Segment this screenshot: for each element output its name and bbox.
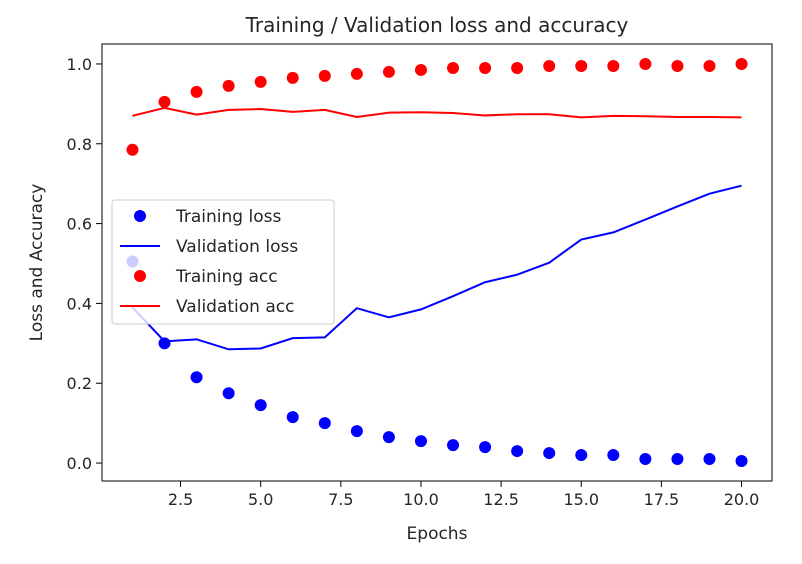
validation-acc-line — [132, 106, 742, 119]
legend-validation-loss-label: Validation loss — [176, 237, 298, 257]
training-acc-point — [318, 69, 331, 82]
y-tick-label: 0.2 — [67, 374, 92, 393]
chart-marks — [126, 57, 748, 468]
legend-training-loss-swatch — [134, 210, 146, 222]
legend-training-acc-swatch — [134, 270, 146, 282]
training-acc-point — [543, 59, 556, 72]
training-loss-point — [350, 425, 363, 438]
x-tick-label: 5.0 — [248, 490, 273, 509]
training-acc-point — [126, 143, 139, 156]
training-acc-point — [511, 61, 524, 74]
training-loss-point — [158, 337, 171, 350]
training-acc-point — [703, 59, 716, 72]
x-tick-label: 2.5 — [168, 490, 193, 509]
training-acc-point — [575, 59, 588, 72]
y-axis-label: Loss and Accuracy — [27, 184, 47, 342]
x-axis-label: Epochs — [407, 524, 468, 544]
training-acc-point — [671, 59, 684, 72]
x-tick-label: 15.0 — [563, 490, 599, 509]
training-loss-point — [382, 431, 395, 444]
plot-frame — [101, 43, 773, 482]
legend-frame — [111, 199, 335, 325]
y-tick-label: 0.8 — [67, 135, 92, 154]
x-tick-label: 20.0 — [724, 490, 760, 509]
y-tick-label: 0.6 — [67, 215, 92, 234]
x-tick-label: 7.5 — [328, 490, 353, 509]
training-loss-point — [318, 417, 331, 430]
x-tick-label: 10.0 — [403, 490, 439, 509]
training-loss-point — [254, 399, 267, 412]
training-acc-point — [158, 95, 171, 108]
training-acc-point — [447, 61, 460, 74]
training-acc-point — [382, 65, 395, 78]
training-loss-point — [511, 445, 524, 458]
legend-validation-acc-label: Validation acc — [176, 297, 294, 317]
training-loss-point — [479, 441, 492, 454]
training-acc-point — [222, 79, 235, 92]
chart-title: Training / Validation loss and accuracy — [245, 13, 629, 37]
x-tick-label: 12.5 — [483, 490, 519, 509]
y-tick-label: 0.0 — [67, 454, 92, 473]
legend-training-loss-label: Training loss — [175, 207, 281, 227]
training-acc-point — [190, 85, 203, 98]
training-acc-point — [607, 59, 620, 72]
y-tick-label: 0.4 — [67, 294, 92, 313]
training-loss-point — [222, 387, 235, 400]
training-loss-point — [543, 447, 556, 460]
validation-loss-line — [131, 184, 742, 351]
training-acc-point — [639, 57, 652, 70]
training-loss-point — [447, 439, 460, 452]
training-acc-point — [254, 75, 267, 88]
training-loss-point — [607, 449, 620, 462]
training-loss-point — [671, 453, 684, 466]
training-acc-point — [479, 61, 492, 74]
training-loss-point — [286, 411, 299, 424]
legend: Training loss Validation loss Training acc… — [111, 199, 335, 325]
training-loss-point — [703, 453, 716, 466]
training-loss-point — [639, 453, 652, 466]
training-acc-point — [350, 67, 363, 80]
training-loss-point — [414, 435, 427, 448]
x-tick-label: 17.5 — [644, 490, 680, 509]
training-loss-point — [575, 449, 588, 462]
training-acc-point — [414, 63, 427, 76]
legend-training-acc-label: Training acc — [175, 267, 278, 287]
y-tick-label: 1.0 — [67, 55, 92, 74]
training-acc-point — [735, 57, 748, 70]
axis-ticks: 2.5 5.0 7.5 10.0 12.5 15.0 17.5 20.0 0.0 0.2 0.4 0.… — [67, 55, 760, 509]
training-loss-point — [190, 371, 203, 384]
training-acc-point — [286, 71, 299, 84]
training-loss-point — [735, 455, 748, 468]
